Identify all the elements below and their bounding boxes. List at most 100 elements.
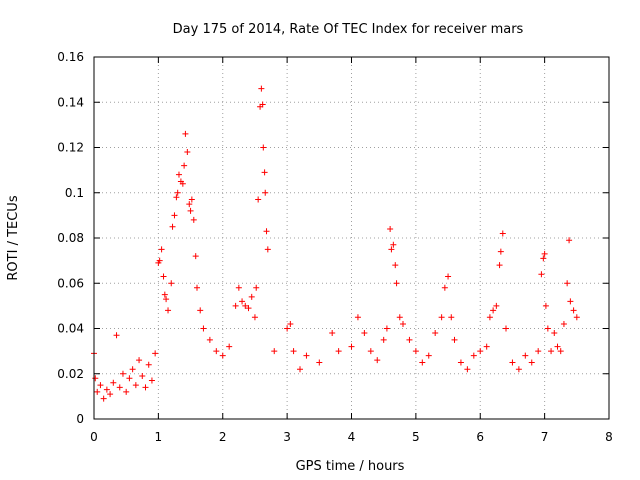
data-point [142, 384, 149, 391]
data-point [187, 207, 194, 214]
data-point [303, 352, 310, 359]
data-point [226, 343, 233, 350]
x-tick-label: 4 [348, 430, 356, 444]
data-point [540, 255, 547, 262]
data-point [329, 330, 336, 337]
data-point [263, 228, 270, 235]
data-point [171, 212, 178, 219]
data-point [544, 325, 551, 332]
data-point [213, 348, 220, 355]
data-point [126, 375, 133, 382]
data-point [206, 336, 213, 343]
x-tick-label: 3 [283, 430, 291, 444]
data-point [509, 359, 516, 366]
plot-frame [93, 56, 610, 420]
data-point [139, 373, 146, 380]
y-tick-label: 0.12 [57, 141, 84, 155]
data-point [335, 348, 342, 355]
data-point [412, 348, 419, 355]
data-point [425, 352, 432, 359]
axis-ticks: 0 1 2 3 4 5 6 7 8 0 0.02 0.04 0.06 0.08 0.1 0.12 0.14 0.1… [57, 50, 613, 444]
data-point [477, 348, 484, 355]
data-point [260, 144, 267, 151]
data-point [486, 314, 493, 321]
data-point [258, 85, 265, 92]
data-point [271, 348, 278, 355]
data-point [554, 343, 561, 350]
data-point [348, 343, 355, 350]
data-point [186, 201, 193, 208]
data-point [113, 332, 120, 339]
data-point [261, 169, 268, 176]
data-point [393, 280, 400, 287]
y-tick-label: 0.08 [57, 231, 84, 245]
data-point [94, 388, 101, 395]
data-point [570, 307, 577, 314]
data-point [158, 246, 165, 253]
data-point [483, 343, 490, 350]
data-point [297, 366, 303, 373]
data-point [573, 314, 580, 321]
data-point [374, 357, 381, 364]
data-point [392, 262, 399, 269]
data-point [129, 366, 136, 373]
data-point [367, 348, 374, 355]
data-point [515, 366, 522, 373]
data-point [123, 388, 130, 395]
data-point [92, 375, 99, 382]
data-point [190, 216, 197, 223]
data-point [145, 361, 152, 368]
data-point [406, 336, 413, 343]
data-point [168, 280, 175, 287]
data-point [383, 325, 390, 332]
y-tick-label: 0.1 [65, 186, 84, 200]
data-marks [91, 85, 580, 402]
data-point [400, 320, 406, 327]
data-point [132, 382, 139, 389]
y-tick-label: 0.04 [57, 322, 84, 336]
data-point [503, 325, 509, 332]
data-point [528, 359, 535, 366]
data-point [499, 230, 506, 237]
data-point [116, 384, 123, 391]
x-tick-label: 8 [605, 430, 613, 444]
y-tick-label: 0.06 [57, 276, 84, 290]
data-point [169, 223, 176, 230]
data-point [496, 262, 503, 269]
data-point [284, 325, 291, 332]
data-point [148, 377, 155, 384]
data-point [538, 271, 545, 278]
data-point [387, 225, 394, 232]
data-point [264, 246, 271, 253]
data-point [497, 248, 504, 255]
data-point [470, 352, 477, 359]
data-point [219, 352, 226, 359]
data-point [490, 307, 497, 314]
x-tick-label: 1 [155, 430, 163, 444]
data-point [464, 366, 471, 373]
data-point [535, 348, 542, 355]
data-point [182, 130, 189, 137]
data-point [566, 237, 573, 244]
grid-lines [94, 57, 609, 419]
x-tick-label: 5 [412, 430, 420, 444]
data-point [287, 320, 294, 327]
data-point [380, 336, 387, 343]
data-point [175, 171, 182, 178]
data-point [174, 189, 181, 196]
data-point [235, 284, 242, 291]
data-point [188, 196, 195, 203]
data-point [441, 284, 448, 291]
y-tick-label: 0 [76, 412, 84, 426]
data-point [262, 189, 269, 196]
data-point [493, 302, 500, 309]
data-point [438, 314, 445, 321]
data-point [192, 253, 199, 260]
data-point [551, 330, 558, 337]
data-point [181, 162, 188, 169]
data-point [110, 379, 117, 386]
data-point [136, 357, 143, 364]
data-point [200, 325, 207, 332]
data-point [388, 246, 395, 253]
data-point [255, 196, 262, 203]
